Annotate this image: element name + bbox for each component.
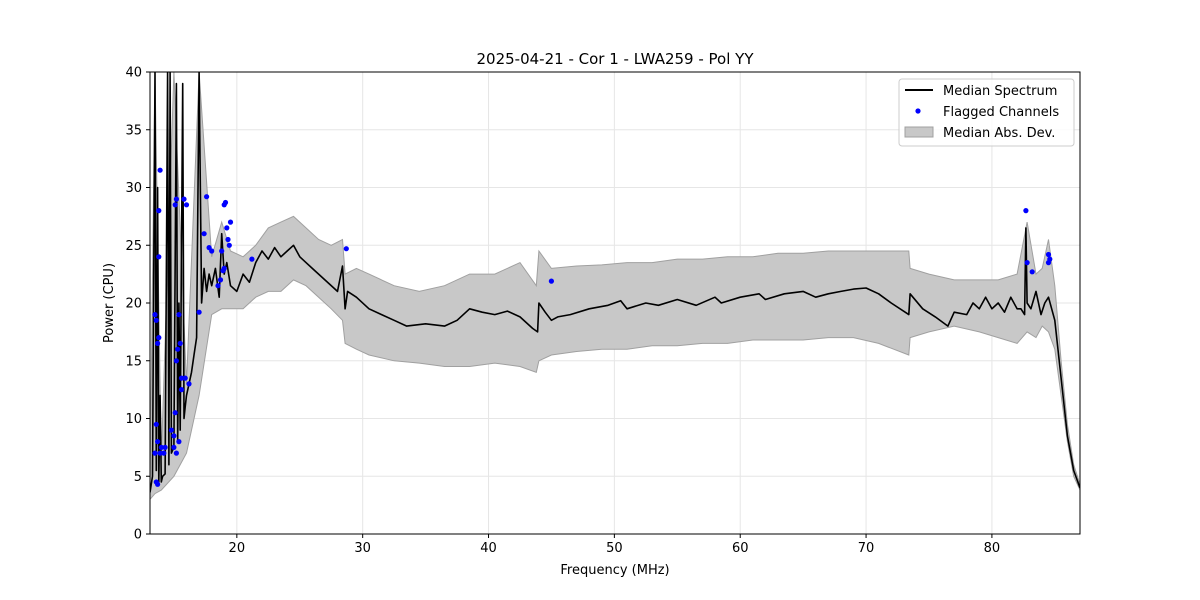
y-tick-label: 20 [125,297,142,312]
flagged-channel-point [1024,260,1030,266]
flagged-channel-point [186,381,192,387]
flagged-channel-point [221,265,227,271]
y-axis-label: Power (CPU) [102,263,117,343]
flagged-channel-point [219,248,225,254]
y-tick-label: 10 [125,412,142,427]
median-spectrum-line [150,72,1080,493]
flagged-channel-point [156,208,162,214]
legend-flagged-label: Flagged Channels [943,105,1059,120]
flagged-channel-point [215,283,221,289]
flagged-channel-point [196,309,202,315]
median-line-layer [150,72,1080,493]
flagged-channel-point [183,202,190,208]
flagged-channel-point [201,231,207,237]
y-tick-label: 25 [125,239,142,254]
flagged-channel-point [209,248,215,254]
y-tick-label: 35 [125,123,142,138]
flagged-channel-point [1023,208,1029,214]
mad-band-layer [150,72,1080,501]
flagged-channel-point [172,410,178,416]
flagged-channel-point [178,387,185,393]
flagged-channel-point [181,196,187,202]
flagged-channel-point [152,450,158,456]
flagged-channel-point [1045,251,1052,258]
legend-box [898,78,1075,147]
chart-title: 2025-04-21 - Cor 1 - LWA259 - Pol YY [477,50,755,68]
mad-band [150,72,1080,501]
y-tick-label: 15 [125,354,142,369]
y-tick-label: 0 [134,528,142,543]
flagged-channel-point [175,346,181,352]
flagged-channel-point [177,340,183,346]
flagged-channel-point [227,219,234,225]
flagged-channel-point [173,358,179,364]
y-axis-ticks: 0 5 10 15 20 25 30 35 40 [125,66,150,543]
x-axis-label: Frequency (MHz) [560,563,669,578]
flagged-channel-point [178,375,185,381]
x-tick-label: 60 [732,541,749,556]
flagged-channel-point [156,254,162,260]
x-axis-ticks: 20 30 40 50 60 70 80 [229,534,1001,556]
flagged-points-layer [152,167,1053,487]
legend: Median Spectrum Flagged Channels Median … [898,78,1075,147]
flagged-channel-point [217,277,224,283]
flagged-channel-point [182,375,188,381]
flagged-channel-point [548,278,555,284]
flagged-channel-point [173,196,179,202]
y-tick-label: 5 [134,470,142,485]
x-tick-label: 40 [480,541,497,556]
flagged-channel-point [171,444,177,450]
flagged-channel-point [153,317,159,323]
flagged-channel-point [156,335,162,341]
flagged-channel-point [1029,269,1035,275]
flagged-channel-point [155,439,161,445]
legend-mad-label: Median Abs. Dev. [943,126,1055,141]
flagged-channel-point [161,450,167,456]
flagged-channel-point [176,439,182,445]
x-tick-label: 50 [606,541,623,556]
flagged-channel-point [158,444,164,450]
x-tick-label: 80 [984,541,1001,556]
legend-median-label: Median Spectrum [943,84,1057,99]
flagged-channel-point [176,312,182,318]
flagged-channel-point [204,194,210,200]
legend-mad-swatch [904,126,934,138]
flagged-channel-point [153,421,159,427]
flagged-channel-point [225,236,231,243]
flagged-channel-point [1047,256,1053,262]
flagged-channel-point [343,246,349,252]
flagged-channel-point [162,444,168,450]
flagged-channel-point [171,433,177,439]
x-tick-label: 30 [354,541,371,556]
flagged-channel-point [157,167,163,173]
flagged-channel-point [157,450,163,456]
flagged-channel-point [152,312,158,318]
x-tick-label: 70 [858,541,875,556]
y-tick-label: 30 [125,181,142,196]
x-tick-label: 20 [229,541,246,556]
y-tick-label: 40 [125,66,142,81]
legend-flagged-swatch [915,108,921,114]
flagged-channel-point [172,202,178,208]
flagged-channel-point [224,225,230,231]
flagged-channel-point [226,242,232,248]
flagged-channel-point [249,256,255,262]
flagged-channel-point [173,450,179,456]
flagged-channel-point [155,481,161,487]
flagged-channel-point [168,427,174,433]
flagged-channel-point [222,199,229,206]
flagged-channel-point [155,340,161,346]
